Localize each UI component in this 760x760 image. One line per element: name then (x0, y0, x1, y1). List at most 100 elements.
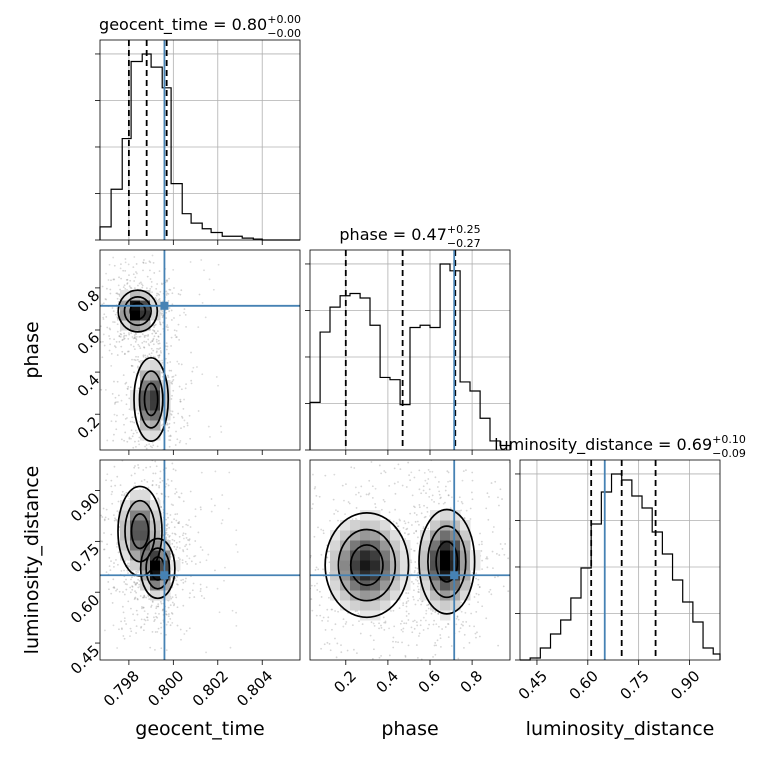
scatter-point (481, 568, 484, 571)
scatter-point (477, 583, 480, 586)
scatter-point (139, 446, 141, 448)
scatter-point (132, 470, 134, 472)
scatter-point (499, 488, 502, 491)
scatter-point (136, 457, 138, 459)
scatter-point (112, 278, 115, 281)
scatter-point (471, 471, 474, 474)
scatter-point (158, 485, 161, 487)
scatter-point (169, 604, 172, 607)
scatter-point (108, 335, 110, 337)
scatter-point (161, 310, 164, 312)
scatter-point (130, 467, 132, 469)
scatter-point (142, 606, 145, 609)
density-cell (440, 550, 451, 561)
scatter-point (415, 644, 418, 646)
scatter-point (143, 346, 146, 349)
scatter-point (189, 490, 192, 493)
scatter-point (316, 582, 318, 585)
density-cell (130, 390, 141, 401)
scatter-point (412, 681, 414, 683)
scatter-point (164, 357, 167, 360)
scatter-point (116, 510, 119, 513)
scatter-point (437, 612, 440, 615)
scatter-point (116, 317, 119, 320)
scatter-point (102, 302, 105, 305)
scatter-point (175, 430, 177, 433)
scatter-point (322, 529, 325, 532)
xtick-label-luminosity_distance: 0.45 (515, 667, 551, 703)
scatter-point (176, 513, 179, 515)
scatter-point (167, 430, 170, 432)
scatter-point (136, 597, 139, 600)
scatter-point (149, 466, 152, 468)
scatter-point (154, 468, 156, 470)
scatter-point (133, 280, 136, 282)
scatter-point (116, 318, 119, 321)
scatter-point (177, 323, 180, 326)
scatter-point (412, 620, 415, 623)
scatter-point (106, 326, 109, 329)
density-cell (150, 590, 161, 601)
scatter-point (393, 625, 396, 628)
scatter-point (140, 488, 142, 490)
scatter-point (134, 440, 136, 443)
pair-content (266, 460, 510, 683)
scatter-point (201, 301, 204, 304)
scatter-point (113, 587, 116, 589)
scatter-point (150, 355, 152, 357)
scatter-point (343, 499, 345, 502)
scatter-point (351, 518, 354, 521)
scatter-point (320, 553, 323, 556)
scatter-point (318, 495, 321, 498)
scatter-point (319, 614, 322, 617)
scatter-point (365, 493, 368, 496)
density-cell (460, 530, 471, 541)
scatter-point (401, 641, 403, 644)
scatter-point (173, 532, 176, 535)
scatter-point (290, 604, 292, 606)
scatter-point (130, 364, 133, 367)
scatter-point (370, 461, 373, 463)
scatter-point (457, 618, 460, 621)
scatter-point (182, 550, 185, 553)
scatter-point (168, 439, 170, 441)
scatter-point (128, 436, 131, 439)
scatter-point (189, 261, 192, 263)
scatter-point (344, 513, 346, 516)
density-cell (450, 560, 461, 571)
scatter-point (157, 339, 160, 342)
scatter-point (179, 628, 182, 631)
scatter-point (167, 484, 170, 487)
scatter-point (181, 559, 184, 562)
scatter-point (498, 504, 500, 507)
scatter-point (158, 270, 161, 273)
scatter-point (219, 425, 222, 428)
scatter-point (390, 610, 392, 612)
scatter-point (266, 551, 268, 553)
scatter-point (155, 615, 158, 618)
scatter-point (212, 288, 215, 291)
scatter-point (126, 278, 129, 281)
scatter-point (463, 516, 466, 519)
scatter-point (157, 293, 160, 295)
scatter-point (402, 527, 405, 529)
xtick-label-geocent_time: 0.800 (144, 667, 187, 710)
scatter-point (458, 630, 461, 633)
scatter-point (496, 669, 498, 671)
scatter-point (159, 323, 162, 326)
scatter-point (170, 597, 173, 600)
scatter-point (415, 529, 418, 532)
scatter-point (137, 466, 140, 469)
scatter-point (137, 454, 139, 456)
scatter-point (479, 665, 481, 667)
scatter-point (155, 294, 158, 297)
scatter-point (140, 618, 143, 621)
density-cell (430, 580, 441, 591)
scatter-point (173, 518, 176, 521)
density-cell (140, 580, 151, 591)
scatter-point (165, 290, 168, 293)
scatter-point (121, 350, 124, 353)
scatter-point (119, 267, 122, 270)
scatter-point (160, 351, 162, 354)
scatter-point (380, 624, 382, 627)
